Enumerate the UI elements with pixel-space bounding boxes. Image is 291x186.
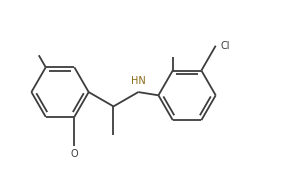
Text: O: O	[70, 149, 78, 159]
Text: HN: HN	[131, 76, 146, 86]
Text: Cl: Cl	[220, 41, 230, 51]
